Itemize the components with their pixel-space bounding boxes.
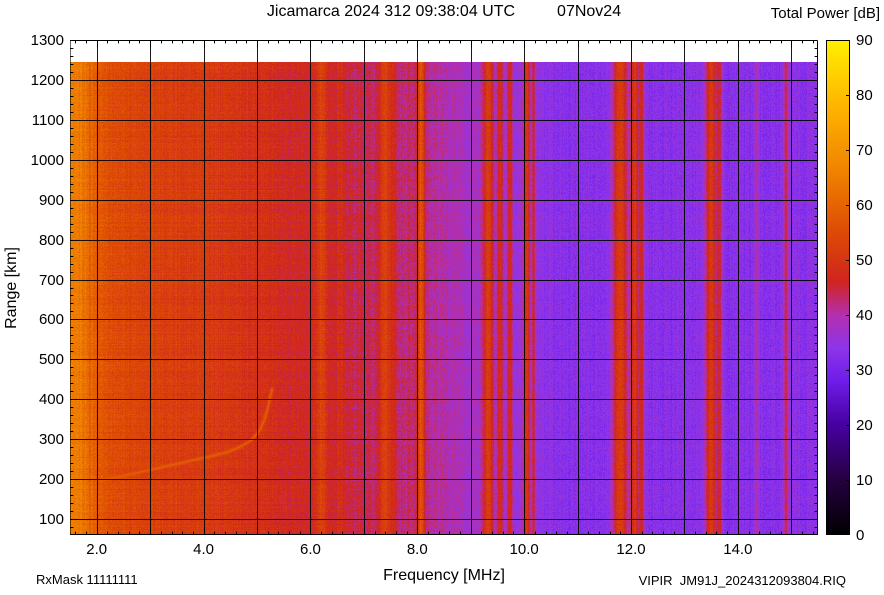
x-axis-label: Frequency [MHz] (383, 567, 505, 584)
colorbar-tick-label: 70 (856, 142, 873, 159)
x-tick-label: 10.0 (509, 541, 539, 558)
colorbar-tick-label: 10 (856, 472, 873, 489)
colorbar-tick-label: 50 (856, 252, 873, 269)
y-tick-label: 600 (38, 311, 64, 329)
x-tick-label: 12.0 (616, 541, 646, 558)
x-tick-label: 2.0 (86, 541, 108, 558)
y-tick-label: 900 (38, 191, 64, 209)
colorbar (826, 40, 850, 535)
y-tick-label: 200 (38, 471, 64, 489)
colorbar-tick-label: 30 (856, 362, 873, 379)
y-tick-label: 1200 (30, 71, 64, 89)
colorbar-tick-label: 20 (856, 417, 873, 434)
x-tick-label: 6.0 (299, 541, 321, 558)
plot-title: Jicamarca 2024 312 09:38:04 UTC (266, 3, 516, 20)
y-tick-label: 1100 (31, 111, 64, 129)
heatmap-canvas (70, 40, 818, 535)
title-row: Jicamarca 2024 312 09:38:04 UTC 07Nov24 (70, 3, 818, 21)
colorbar-tick-label: 40 (856, 307, 873, 324)
plot-date: 07Nov24 (557, 3, 622, 20)
y-tick-label: 800 (38, 231, 64, 249)
y-tick-label: 400 (38, 391, 64, 409)
x-tick-label: 8.0 (406, 541, 428, 558)
filename-label: VIPIR JM91J_2024312093804.RIQ (638, 573, 846, 588)
y-tick-label: 500 (38, 351, 64, 369)
x-tick-label: 4.0 (193, 541, 214, 558)
y-tick-label: 300 (38, 431, 64, 449)
colorbar-tick-label: 0 (856, 527, 865, 544)
y-tick-label: 1000 (30, 151, 64, 169)
y-tick-label: 700 (38, 271, 64, 289)
colorbar-tick-label: 60 (856, 197, 873, 214)
y-tick-label: 100 (38, 511, 64, 529)
colorbar-tick-label: 80 (856, 87, 873, 104)
y-tick-label: 1300 (30, 32, 64, 49)
colorbar-tick-label: 90 (856, 32, 873, 49)
colorbar-title: Total Power [dB] (770, 5, 880, 22)
x-tick-label: 14.0 (723, 541, 753, 558)
rxmask-label: RxMask 11111111 (36, 572, 138, 587)
